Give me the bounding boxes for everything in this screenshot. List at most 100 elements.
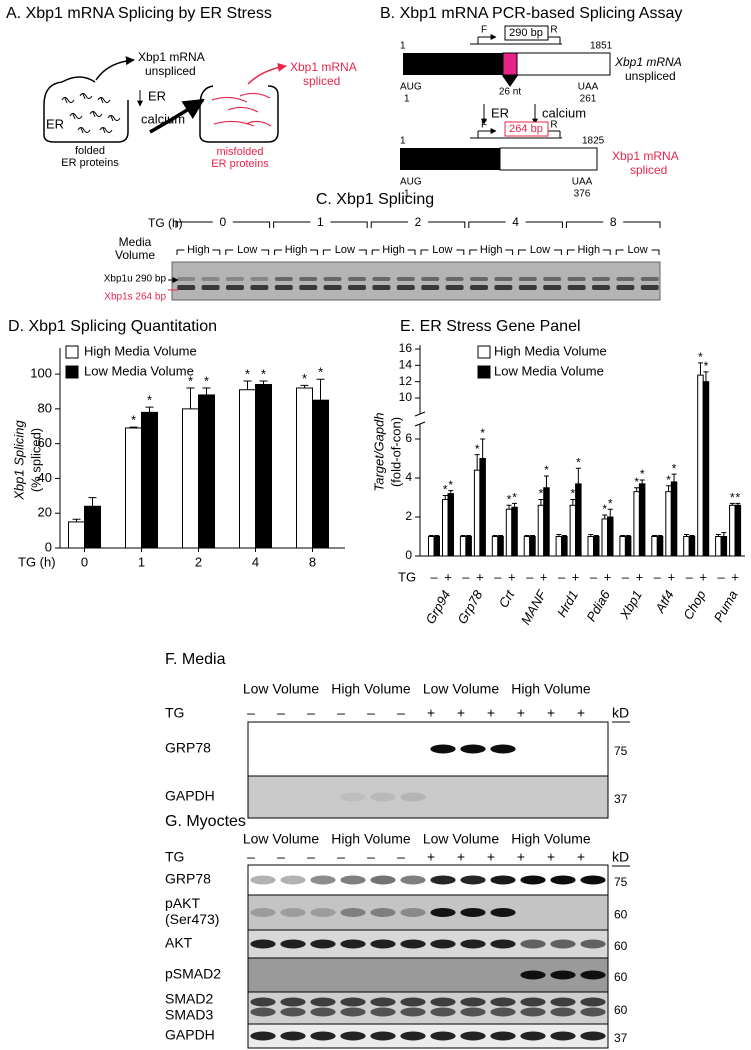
bar	[198, 394, 215, 549]
label: Xbp1 mRNA	[290, 60, 357, 74]
label: Media	[119, 235, 152, 249]
bar	[561, 536, 568, 557]
blot-band	[400, 1007, 426, 1017]
blot-band	[280, 908, 306, 917]
label: –	[247, 849, 255, 865]
y-tick-label: 10	[399, 390, 413, 404]
blot-row	[247, 894, 609, 931]
bar	[665, 491, 672, 557]
error-bar	[671, 473, 677, 482]
folded-protein	[89, 111, 103, 118]
arrow	[95, 56, 135, 81]
blot-band	[400, 875, 426, 885]
bracket	[274, 249, 318, 255]
label: Xbp1s 264 bp	[104, 292, 166, 303]
error-bar	[634, 487, 640, 492]
label: +	[517, 849, 525, 865]
blot-band	[250, 1031, 276, 1041]
label: +	[427, 705, 435, 721]
label: 376	[574, 189, 591, 200]
label: TG (h)	[148, 216, 183, 230]
folded-protein	[77, 127, 91, 134]
bar	[529, 536, 536, 557]
label: 37	[614, 1031, 628, 1045]
x-tick-label: +	[508, 569, 516, 584]
gel-band	[323, 285, 342, 290]
label: 8	[610, 215, 617, 229]
error-bar	[202, 387, 211, 395]
x-tick-label: +	[731, 569, 739, 584]
label: Low	[530, 244, 550, 256]
blot-band	[520, 1007, 546, 1017]
y-tick-label: 80	[38, 400, 52, 415]
bracket	[176, 249, 221, 255]
error-bar	[652, 535, 658, 537]
bar	[479, 458, 486, 557]
label: misfolded	[216, 146, 263, 158]
group-label: Pdia6	[583, 587, 613, 624]
blot-band	[310, 875, 336, 885]
blot-row	[247, 957, 609, 993]
significance: *	[512, 491, 517, 505]
arrow	[149, 98, 205, 134]
error-bar	[729, 502, 735, 506]
label: spliced	[630, 163, 667, 177]
y-tick-label: 40	[38, 470, 52, 485]
blot-band	[400, 939, 426, 949]
label: +	[487, 705, 495, 721]
panel-title: A. Xbp1 mRNA Splicing by ER Stress	[6, 5, 272, 22]
blot-band	[370, 1007, 396, 1017]
blot-band	[520, 997, 546, 1007]
misfolded-protein	[239, 92, 271, 99]
legend-label: Low Media Volume	[494, 363, 604, 378]
bar	[312, 399, 329, 549]
bracket	[175, 221, 271, 228]
blot-band	[580, 1031, 606, 1041]
blot-band	[430, 997, 456, 1007]
significance: *	[204, 373, 209, 388]
label: ER	[148, 88, 166, 103]
blot-band	[490, 1031, 516, 1041]
blot-band	[310, 939, 336, 949]
bar	[511, 506, 518, 557]
bar	[633, 491, 640, 557]
blot-band	[400, 997, 426, 1007]
y-tick-label: 100	[30, 366, 52, 381]
label: Low	[237, 244, 257, 256]
blot-band	[370, 997, 396, 1007]
error-bar	[129, 426, 138, 428]
gel-band	[226, 277, 244, 281]
blot-band	[550, 997, 576, 1007]
label: AUG	[400, 177, 422, 188]
group-label: Hrd1	[554, 588, 581, 620]
error-bar	[512, 502, 518, 508]
panel-title: B. Xbp1 mRNA PCR-based Splicing Assay	[380, 5, 682, 22]
error-bar	[639, 479, 645, 484]
label: 264 bp	[509, 123, 543, 135]
bracket	[565, 221, 661, 228]
error-bar	[538, 498, 544, 506]
bar	[239, 389, 256, 549]
y-tick-label: 0	[45, 539, 52, 554]
label: Xbp1 mRNA	[612, 149, 679, 163]
blot-band	[580, 1007, 606, 1017]
x-tick-label: –	[717, 569, 725, 584]
label: High	[577, 244, 600, 256]
y-tick-label: 0	[405, 548, 412, 562]
x-tick-label: +	[540, 569, 548, 584]
error-bar	[243, 380, 252, 390]
label: GAPDH	[165, 1027, 215, 1043]
significance: *	[544, 463, 549, 477]
bar	[141, 411, 158, 549]
bar	[459, 536, 467, 557]
label: 60	[614, 1003, 628, 1017]
blot-band	[430, 1031, 456, 1041]
utr	[516, 52, 611, 76]
x-tick-label: –	[558, 569, 566, 584]
label: 1	[404, 94, 410, 105]
label: 261	[580, 94, 597, 105]
bar	[433, 536, 440, 557]
label: –	[397, 705, 405, 721]
legend-swatch	[65, 345, 79, 359]
significance: *	[666, 473, 671, 487]
